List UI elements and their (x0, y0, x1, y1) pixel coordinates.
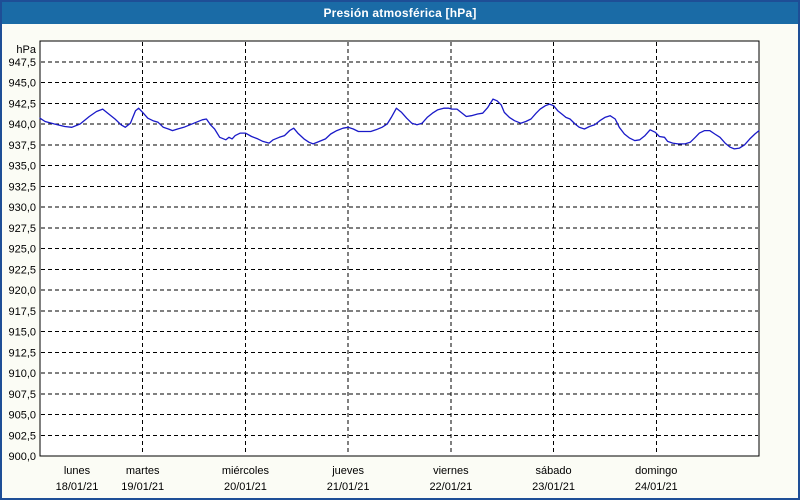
x-date-label: 20/01/21 (224, 481, 267, 493)
y-tick-label: 945,0 (8, 78, 36, 90)
y-tick-label: 917,5 (8, 306, 36, 318)
y-tick-label: 942,5 (8, 98, 36, 110)
y-tick-label: 927,5 (8, 223, 36, 235)
y-tick-label: 930,0 (8, 202, 36, 214)
y-tick-label: 947,5 (8, 57, 36, 69)
chart-title: Presión atmosférica [hPa] (323, 6, 477, 20)
x-day-label: miércoles (222, 465, 270, 477)
x-day-label: viernes (433, 465, 469, 477)
y-tick-label: 900,0 (8, 451, 36, 463)
y-tick-label: 935,0 (8, 161, 36, 173)
y-tick-label: 932,5 (8, 181, 36, 193)
x-date-label: 18/01/21 (56, 481, 99, 493)
x-day-label: sábado (536, 465, 572, 477)
y-tick-label: 915,0 (8, 327, 36, 339)
y-tick-label: 905,0 (8, 410, 36, 422)
y-axis-unit-label: hPa (16, 44, 36, 56)
x-date-label: 21/01/21 (327, 481, 370, 493)
x-date-label: 24/01/21 (635, 481, 678, 493)
pressure-line (39, 98, 760, 150)
pressure-chart: 947,5 945,0 942,5 940,0 937,5 935,0 932,5 930,0… (8, 40, 760, 493)
x-date-label: 19/01/21 (121, 481, 164, 493)
x-date-label: 22/01/21 (429, 481, 472, 493)
y-tick-label: 920,0 (8, 285, 36, 297)
x-day-label: domingo (635, 465, 677, 477)
x-day-label: lunes (64, 465, 91, 477)
y-tick-label: 925,0 (8, 244, 36, 256)
y-tick-label: 907,5 (8, 389, 36, 401)
y-tick-label: 922,5 (8, 264, 36, 276)
title-bar: Presión atmosférica [hPa] (2, 2, 798, 24)
y-tick-label: 937,5 (8, 140, 36, 152)
y-tick-label: 912,5 (8, 347, 36, 359)
x-day-label: jueves (331, 465, 364, 477)
y-tick-label: 910,0 (8, 368, 36, 380)
y-tick-label: 940,0 (8, 119, 36, 131)
y-tick-label: 902,5 (8, 430, 36, 442)
x-day-label: martes (126, 465, 160, 477)
x-date-label: 23/01/21 (532, 481, 575, 493)
